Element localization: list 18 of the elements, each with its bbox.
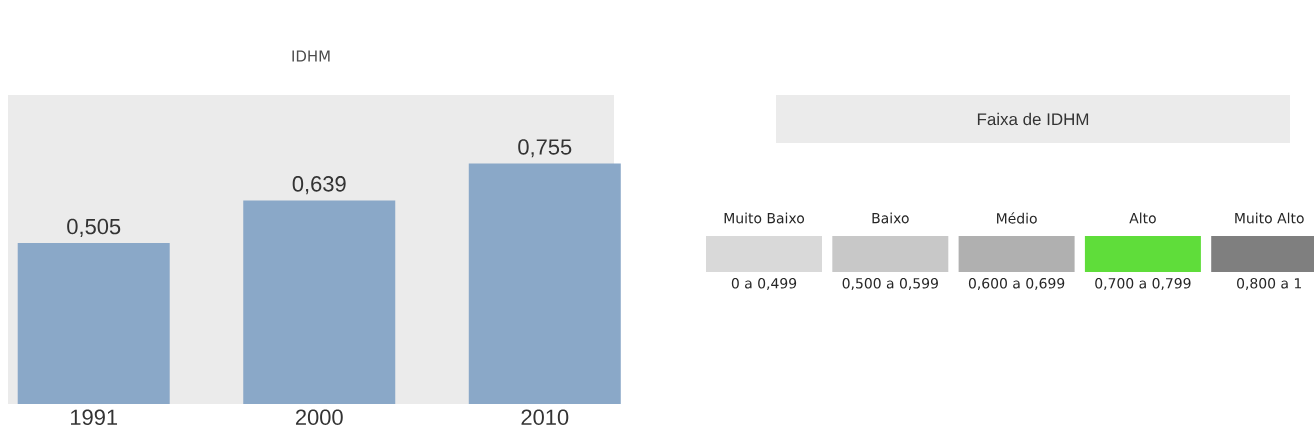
data-label: 0,505 [67, 218, 121, 237]
x-tick-label: 1991 [71, 409, 118, 426]
text: 0,700 a 0,799 [1095, 277, 1191, 290]
x-tick-label: 2010 [521, 409, 569, 426]
data-label: 0,755 [518, 139, 572, 158]
text: 0,600 a 0,699 [968, 277, 1065, 290]
category-label: Muito Baixo [724, 212, 805, 224]
text: Faixa de IDHM [977, 112, 1089, 126]
data-label: 0,639 [292, 176, 346, 195]
text: 0,800 a 1 [1237, 277, 1302, 290]
text: 0 a 0,499 [731, 277, 797, 290]
chart-title: IDHM [292, 50, 330, 62]
category-label: Alto [1129, 212, 1156, 224]
category-label: Baixo [872, 212, 909, 224]
category-label: Médio [997, 212, 1037, 224]
text: 0,500 a 0,599 [842, 277, 938, 290]
category-label: Muito Alto [1235, 212, 1304, 224]
x-tick-label: 2000 [295, 409, 343, 426]
